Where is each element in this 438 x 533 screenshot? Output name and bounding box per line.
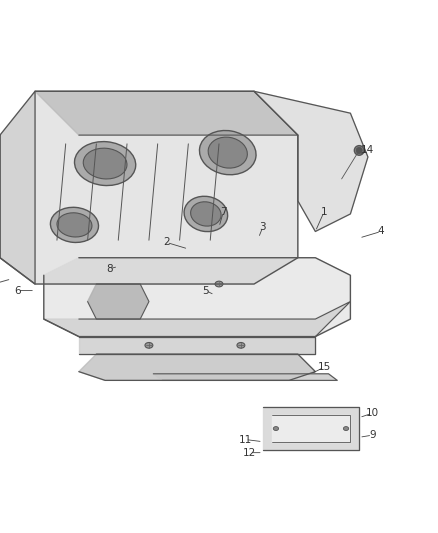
Ellipse shape xyxy=(191,202,221,226)
Ellipse shape xyxy=(208,137,247,168)
Text: 7: 7 xyxy=(220,207,227,217)
Text: 15: 15 xyxy=(318,362,331,372)
Polygon shape xyxy=(79,354,315,381)
Polygon shape xyxy=(0,91,298,284)
Polygon shape xyxy=(35,91,298,135)
Text: 9: 9 xyxy=(369,430,376,440)
Text: 5: 5 xyxy=(202,286,209,296)
Ellipse shape xyxy=(184,196,228,232)
Text: 2: 2 xyxy=(163,237,170,247)
Ellipse shape xyxy=(237,343,245,348)
Ellipse shape xyxy=(50,207,99,243)
Polygon shape xyxy=(44,302,350,336)
Text: 10: 10 xyxy=(366,408,379,418)
Polygon shape xyxy=(263,407,359,450)
Ellipse shape xyxy=(356,147,362,154)
Polygon shape xyxy=(272,415,350,442)
Text: 11: 11 xyxy=(239,434,252,445)
Ellipse shape xyxy=(354,146,364,155)
Text: 12: 12 xyxy=(243,448,256,458)
Ellipse shape xyxy=(215,281,223,287)
Ellipse shape xyxy=(145,343,153,348)
Ellipse shape xyxy=(199,131,256,175)
Ellipse shape xyxy=(273,426,279,431)
Ellipse shape xyxy=(83,148,127,179)
Text: 3: 3 xyxy=(259,222,266,232)
Text: 6: 6 xyxy=(14,286,21,296)
Polygon shape xyxy=(88,284,149,319)
Polygon shape xyxy=(0,91,35,284)
Text: 4: 4 xyxy=(378,227,385,237)
Text: 14: 14 xyxy=(361,146,374,156)
Ellipse shape xyxy=(57,213,92,237)
Ellipse shape xyxy=(74,142,136,185)
Text: 8: 8 xyxy=(106,264,113,273)
Polygon shape xyxy=(44,258,350,336)
Text: 1: 1 xyxy=(321,207,328,217)
Polygon shape xyxy=(254,91,368,231)
Ellipse shape xyxy=(343,426,349,431)
Polygon shape xyxy=(153,374,337,381)
Polygon shape xyxy=(79,336,315,354)
